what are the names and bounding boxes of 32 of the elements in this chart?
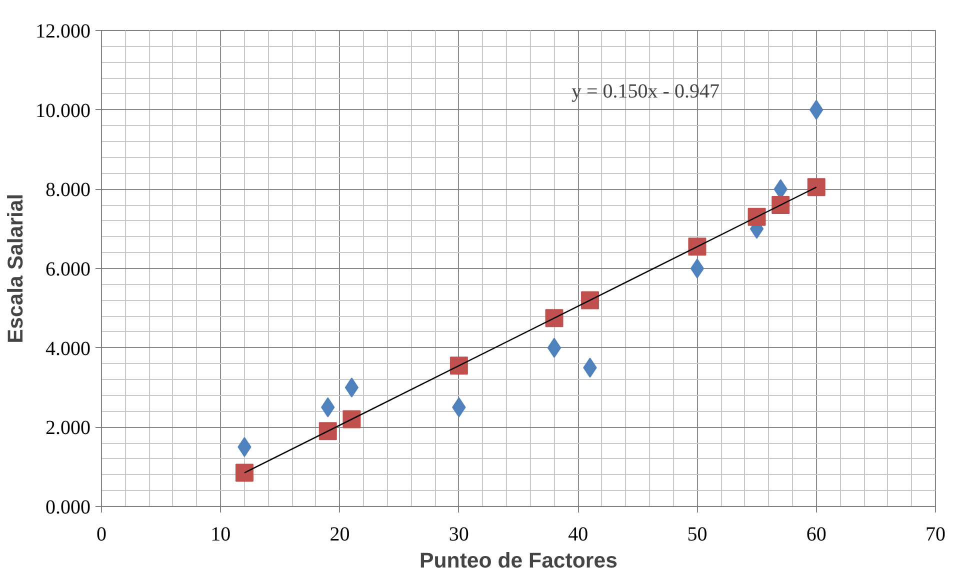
point [547, 338, 562, 358]
y-tick-label: 4.000 [46, 338, 90, 360]
y-axis-title: Escala Salarial [4, 194, 28, 344]
point [772, 196, 790, 214]
point [238, 437, 252, 457]
point [450, 356, 468, 375]
point [545, 309, 564, 328]
x-tick-label: 50 [687, 524, 708, 546]
x-tick-label: 0 [96, 524, 106, 546]
point [688, 238, 706, 256]
y-tick-label: 2.000 [46, 417, 90, 440]
x-tick-label: 30 [448, 524, 469, 546]
y-tick-label: 6.000 [46, 258, 90, 280]
point [748, 208, 766, 226]
x-tick-label: 70 [926, 524, 946, 546]
point [807, 178, 826, 196]
point [342, 410, 361, 428]
x-axis-title: Punteo de Factores [420, 548, 618, 572]
x-tick-label: 20 [330, 524, 350, 546]
y-tick-label: 10.000 [36, 100, 90, 122]
point [580, 291, 599, 310]
point [235, 464, 254, 482]
x-tick-label: 40 [568, 524, 588, 546]
annotation: y = 0.150x - 0.947 [572, 80, 720, 102]
y-tick-label: 12.000 [36, 20, 90, 42]
point [318, 422, 337, 440]
point [344, 378, 359, 398]
x-tick-label: 60 [806, 524, 826, 546]
y-tick-label: 8.000 [46, 179, 90, 202]
y-tick-label: 0.000 [46, 496, 90, 518]
x-tick-label: 10 [210, 524, 231, 546]
point [690, 258, 704, 278]
